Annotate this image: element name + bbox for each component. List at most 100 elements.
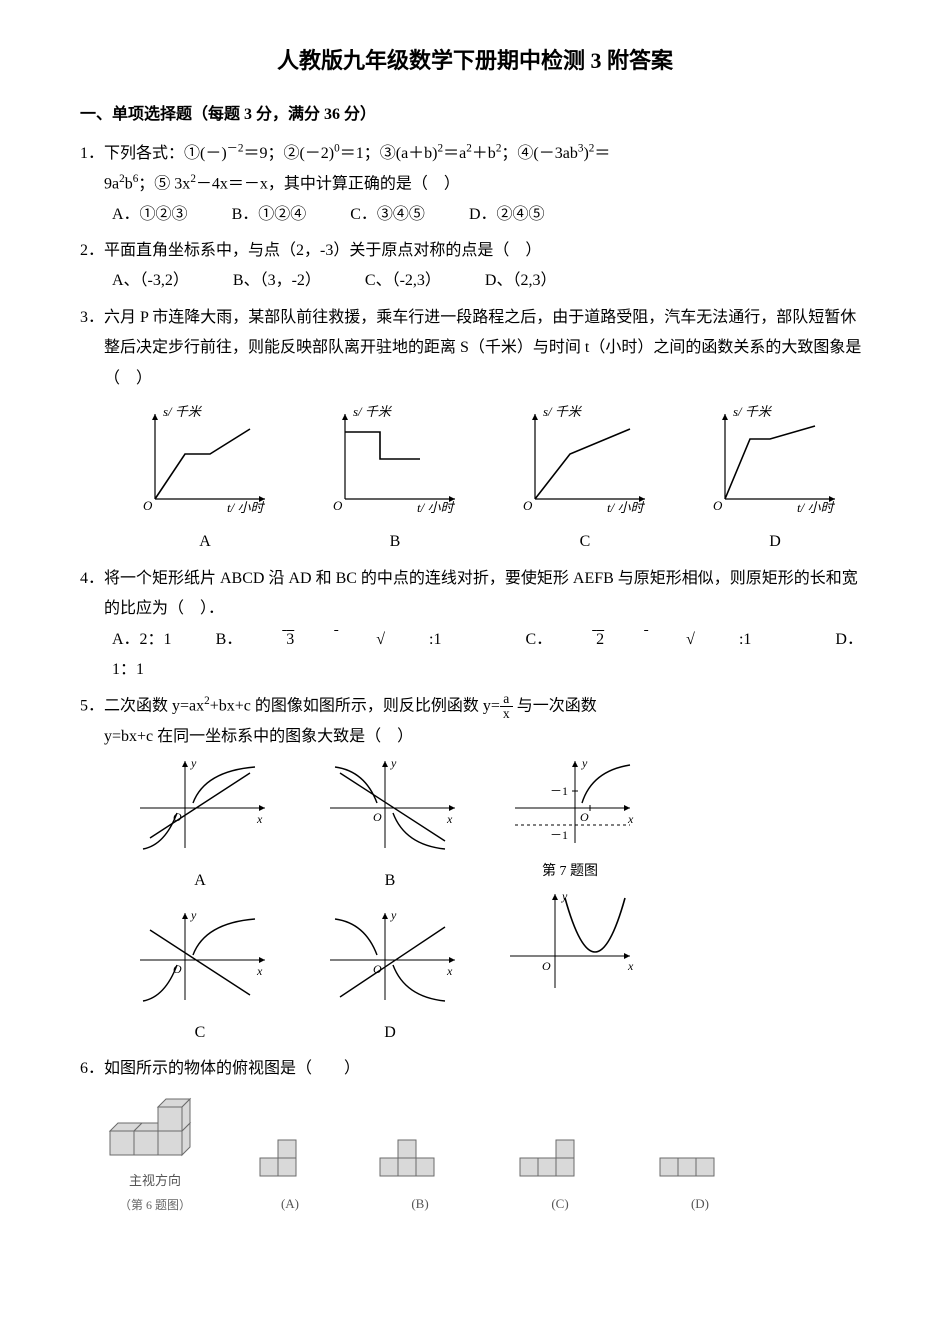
q5-x: x bbox=[256, 812, 263, 826]
q4-optc-post: :1 bbox=[735, 631, 751, 648]
q5-part: 5．二次函数 y=ax bbox=[80, 698, 204, 715]
q3-xlabel: t/ 小时 bbox=[797, 500, 835, 515]
axis-x: x bbox=[627, 812, 634, 826]
q1-stem: 1．下列各式：①(－)－2＝9；②(－2)0＝1；③(a＋b)2＝a2＋b2；④… bbox=[80, 145, 610, 162]
q5-graph-c: O x y C bbox=[120, 905, 280, 1049]
q2-option-d: D、（2,3） bbox=[485, 272, 557, 289]
q2-option-b: B、（3，-2） bbox=[233, 272, 321, 289]
q1-option-b: B．①②④ bbox=[232, 206, 307, 223]
q3-label-d: D bbox=[705, 527, 845, 557]
q1-part: ；⑤ 3x bbox=[138, 175, 190, 192]
q5-stem-line2: y=bx+c 在同一坐标系中的图象大致是（ ） bbox=[104, 722, 870, 752]
q6-option-d: (D) bbox=[650, 1144, 750, 1217]
q5-label-b: B bbox=[310, 866, 470, 896]
q6-option-c: (C) bbox=[510, 1134, 610, 1217]
q5-y: y bbox=[190, 908, 197, 922]
q3-label-b: B bbox=[325, 527, 465, 557]
q1-part: 1．下列各式：①(－) bbox=[80, 145, 227, 162]
q2-option-c: C、（-2,3） bbox=[365, 272, 441, 289]
q6-main-object: 主视方向 （第 6 题图） bbox=[100, 1091, 210, 1217]
axis-y: y bbox=[561, 889, 568, 903]
q4-optb-rad: 3 bbox=[286, 631, 294, 648]
axis-x: x bbox=[627, 959, 634, 973]
question-5: 5．二次函数 y=ax2+bx+c 的图像如图所示，则反比例函数 y=ax 与一… bbox=[80, 691, 870, 1048]
q5-y: y bbox=[390, 756, 397, 770]
q5-y: y bbox=[390, 908, 397, 922]
q6-main-sub: （第 6 题图） bbox=[100, 1194, 210, 1217]
tick-neg1: －1 bbox=[550, 784, 568, 798]
q4-stem: 4．将一个矩形纸片 ABCD 沿 AD 和 BC 的中点的连线对折，要使矩形 A… bbox=[104, 564, 870, 625]
q3-xlabel: t/ 小时 bbox=[417, 500, 455, 515]
q3-origin: O bbox=[333, 498, 343, 513]
q5-origin: O bbox=[373, 810, 382, 824]
q1-line2: 9a2b6；⑤ 3x2－4x＝－x，其中计算正确的是（ ） bbox=[104, 169, 870, 200]
q3-origin: O bbox=[143, 498, 153, 513]
q2-option-a: A、（-3,2） bbox=[112, 272, 189, 289]
q3-stem: 3．六月 P 市连降大雨，某部队前往救援，乘车行进一段路程之后，由于道路受阻，汽… bbox=[104, 303, 870, 394]
page-title: 人教版九年级数学下册期中检测 3 附答案 bbox=[80, 40, 870, 82]
q5-side-figures: x y O －1 －1 第 7 题图 x y O bbox=[500, 753, 640, 1007]
q5-y: y bbox=[190, 756, 197, 770]
q5-graph-a: O x y A bbox=[120, 753, 280, 897]
q6-option-a: (A) bbox=[250, 1134, 330, 1217]
q5-graph-b: O x y B bbox=[310, 753, 470, 897]
q3-xlabel: t/ 小时 bbox=[607, 500, 645, 515]
q5-origin: O bbox=[173, 962, 182, 976]
origin-label: O bbox=[580, 810, 589, 824]
q4-option-c: C． 2 √ :1 bbox=[525, 631, 795, 648]
q3-ylabel: s/ 千米 bbox=[353, 404, 393, 419]
q6-label-d: (D) bbox=[650, 1192, 750, 1217]
axis-y: y bbox=[581, 756, 588, 770]
q1-part: －4x＝－x，其中计算正确的是（ ） bbox=[196, 175, 460, 192]
q3-ylabel: s/ 千米 bbox=[733, 404, 773, 419]
q1-part: ＝a bbox=[443, 145, 466, 162]
q1-exp: －2 bbox=[227, 142, 244, 154]
q6-label-b: (B) bbox=[370, 1192, 470, 1217]
q3-graphs: s/ 千米 O t/ 小时 A s/ 千米 O t/ 小时 bbox=[110, 404, 870, 558]
q3-graph-a: s/ 千米 O t/ 小时 A bbox=[135, 404, 275, 558]
question-2: 2．平面直角坐标系中，与点（2，-3）关于原点对称的点是（ ） A、（-3,2）… bbox=[80, 236, 870, 297]
q5-graph-d: O x y D bbox=[310, 905, 470, 1049]
question-4: 4．将一个矩形纸片 ABCD 沿 AD 和 BC 的中点的连线对折，要使矩形 A… bbox=[80, 564, 870, 686]
q3-ylabel: s/ 千米 bbox=[163, 404, 203, 419]
question-3: 3．六月 P 市连降大雨，某部队前往救援，乘车行进一段路程之后，由于道路受阻，汽… bbox=[80, 303, 870, 558]
q1-part: ；④(－3ab bbox=[501, 145, 577, 162]
q1-part: 9a bbox=[104, 175, 119, 192]
q3-label-a: A bbox=[135, 527, 275, 557]
q5-frac-den: x bbox=[500, 707, 513, 722]
q5-x: x bbox=[446, 964, 453, 978]
q3-graph-c: s/ 千米 O t/ 小时 C bbox=[515, 404, 655, 558]
q3-graph-b: s/ 千米 O t/ 小时 B bbox=[325, 404, 465, 558]
q1-part: b bbox=[125, 175, 133, 192]
q3-xlabel: t/ 小时 bbox=[227, 500, 265, 515]
q6-label-c: (C) bbox=[510, 1192, 610, 1217]
q4-option-b: B． 3 √ :1 bbox=[216, 631, 486, 648]
q1-option-d: D．②④⑤ bbox=[469, 206, 545, 223]
q1-options: A．①②③ B．①②④ C．③④⑤ D．②④⑤ bbox=[112, 200, 870, 230]
q4-optb-post: :1 bbox=[425, 631, 441, 648]
q5-part: 与一次函数 bbox=[513, 698, 597, 715]
q4-optb-pre: B． bbox=[216, 631, 243, 648]
q4-optc-rad: 2 bbox=[596, 631, 604, 648]
q1-option-a: A．①②③ bbox=[112, 206, 188, 223]
q5-option-graphs: O x y A O x y bbox=[120, 753, 470, 1049]
q1-part: ＝ bbox=[594, 145, 610, 162]
section-1-heading: 一、单项选择题（每题 3 分，满分 36 分） bbox=[80, 100, 870, 130]
q2-options: A、（-3,2） B、（3，-2） C、（-2,3） D、（2,3） bbox=[112, 266, 870, 296]
q2-stem: 2．平面直角坐标系中，与点（2，-3）关于原点对称的点是（ ） bbox=[80, 236, 870, 266]
q1-option-c: C．③④⑤ bbox=[350, 206, 425, 223]
question-6: 6．如图所示的物体的俯视图是（ ） bbox=[80, 1054, 870, 1217]
q5-label-c: C bbox=[120, 1018, 280, 1048]
q6-figures: 主视方向 （第 6 题图） (A) bbox=[100, 1091, 870, 1217]
q1-part: ＋b bbox=[472, 145, 496, 162]
tick-neg1b: －1 bbox=[550, 828, 568, 842]
q1-part: ＝1；③(a＋b) bbox=[340, 145, 438, 162]
q7-caption: 第 7 题图 bbox=[500, 859, 640, 886]
q5-part: +bx+c 的图像如图所示，则反比例函数 y= bbox=[210, 698, 500, 715]
q3-graph-d: s/ 千米 O t/ 小时 D bbox=[705, 404, 845, 558]
q6-stem: 6．如图所示的物体的俯视图是（ ） bbox=[80, 1054, 870, 1084]
q5-frac-num: a bbox=[500, 692, 513, 708]
q6-option-b: (B) bbox=[370, 1134, 470, 1217]
q3-label-c: C bbox=[515, 527, 655, 557]
q5-label-d: D bbox=[310, 1018, 470, 1048]
